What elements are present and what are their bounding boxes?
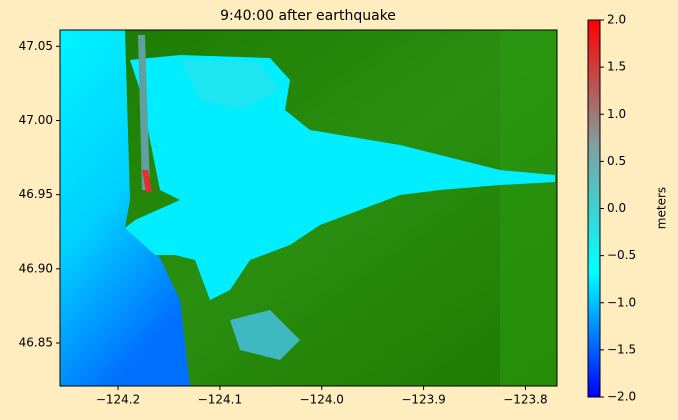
colorbar-tick-label: 1.0 (607, 107, 626, 121)
map-image (60, 30, 557, 386)
colorbar (588, 20, 600, 397)
x-tick-label: −124.2 (96, 393, 140, 407)
x-tick-label: −123.8 (503, 393, 547, 407)
colorbar-tick-label: 0.0 (607, 201, 626, 215)
colorbar-tick-label: −0.5 (607, 248, 636, 262)
y-tick-label: 46.85 (19, 335, 53, 349)
y-tick-label: 47.05 (19, 39, 53, 53)
colorbar-tick-label: −1.5 (607, 342, 636, 356)
x-tick-label: −124.0 (300, 393, 344, 407)
colorbar-tick-label: 2.0 (607, 13, 626, 27)
x-tick-label: −123.9 (401, 393, 445, 407)
y-tick-label: 46.90 (19, 261, 53, 275)
colorbar-label: meters (655, 187, 669, 229)
colorbar-tick-label: −1.0 (607, 295, 636, 309)
chart-title: 9:40:00 after earthquake (220, 8, 396, 24)
axes-frame (59, 29, 558, 387)
colorbar-tick-label: 0.5 (607, 154, 626, 168)
colorbar-tick-label: 1.5 (607, 60, 626, 74)
y-tick-label: 46.95 (19, 187, 53, 201)
y-tick-label: 47.00 (19, 113, 53, 127)
colorbar-tick-label: −2.0 (607, 390, 636, 404)
x-tick-label: −124.1 (198, 393, 242, 407)
